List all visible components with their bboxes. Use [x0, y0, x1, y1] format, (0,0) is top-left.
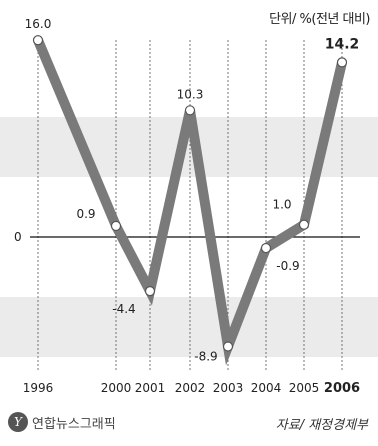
data-label-2002: 10.3: [177, 87, 204, 101]
data-label-2003: -8.9: [194, 349, 217, 363]
point-2000: [110, 220, 122, 232]
point-1996: [32, 35, 44, 46]
point-2005: [298, 219, 310, 230]
y-tick-0: 0: [14, 230, 22, 244]
point-2001: [144, 286, 156, 297]
x-tick-2006: 2006: [324, 381, 360, 396]
x-tick-2001: 2001: [135, 381, 166, 395]
point-2004: [260, 242, 272, 254]
series-polyline: [33, 35, 347, 366]
point-2003: [222, 341, 234, 352]
y-tick-labels: 0: [14, 230, 22, 244]
point-2006: [336, 57, 348, 68]
x-tick-2005: 2005: [289, 381, 320, 395]
x-tick-2003: 2003: [213, 381, 244, 395]
data-label-2000: 0.9: [76, 207, 95, 221]
data-label-2005: 1.0: [272, 198, 291, 212]
x-tick-2000: 2000: [101, 381, 132, 395]
unit-label: 단위/ %(전년 대비): [269, 12, 370, 27]
background-band-1: [0, 297, 378, 357]
point-2002: [184, 105, 196, 116]
logo-icon: Y: [8, 412, 28, 432]
x-tick-2002: 2002: [175, 381, 206, 395]
data-labels: 16.0 0.9 -4.4 10.3 -8.9 -0.9 1.0 14.2: [25, 17, 360, 363]
data-label-2001: -4.4: [112, 302, 135, 316]
logo: Y 연합뉴스그래픽: [8, 412, 116, 432]
data-label-2006: 14.2: [325, 36, 360, 52]
logo-text: 연합뉴스그래픽: [32, 416, 116, 432]
x-tick-labels: 1996 2000 2001 2002 2003 2004 2005 2006: [23, 381, 360, 396]
source-label: 자료/ 재정경제부: [275, 418, 368, 433]
data-label-2004: -0.9: [276, 259, 299, 273]
x-tick-2004: 2004: [251, 381, 282, 395]
data-label-1996: 16.0: [25, 17, 52, 31]
series-line: [33, 35, 347, 366]
data-points: [32, 35, 348, 352]
x-tick-1996: 1996: [23, 381, 54, 395]
